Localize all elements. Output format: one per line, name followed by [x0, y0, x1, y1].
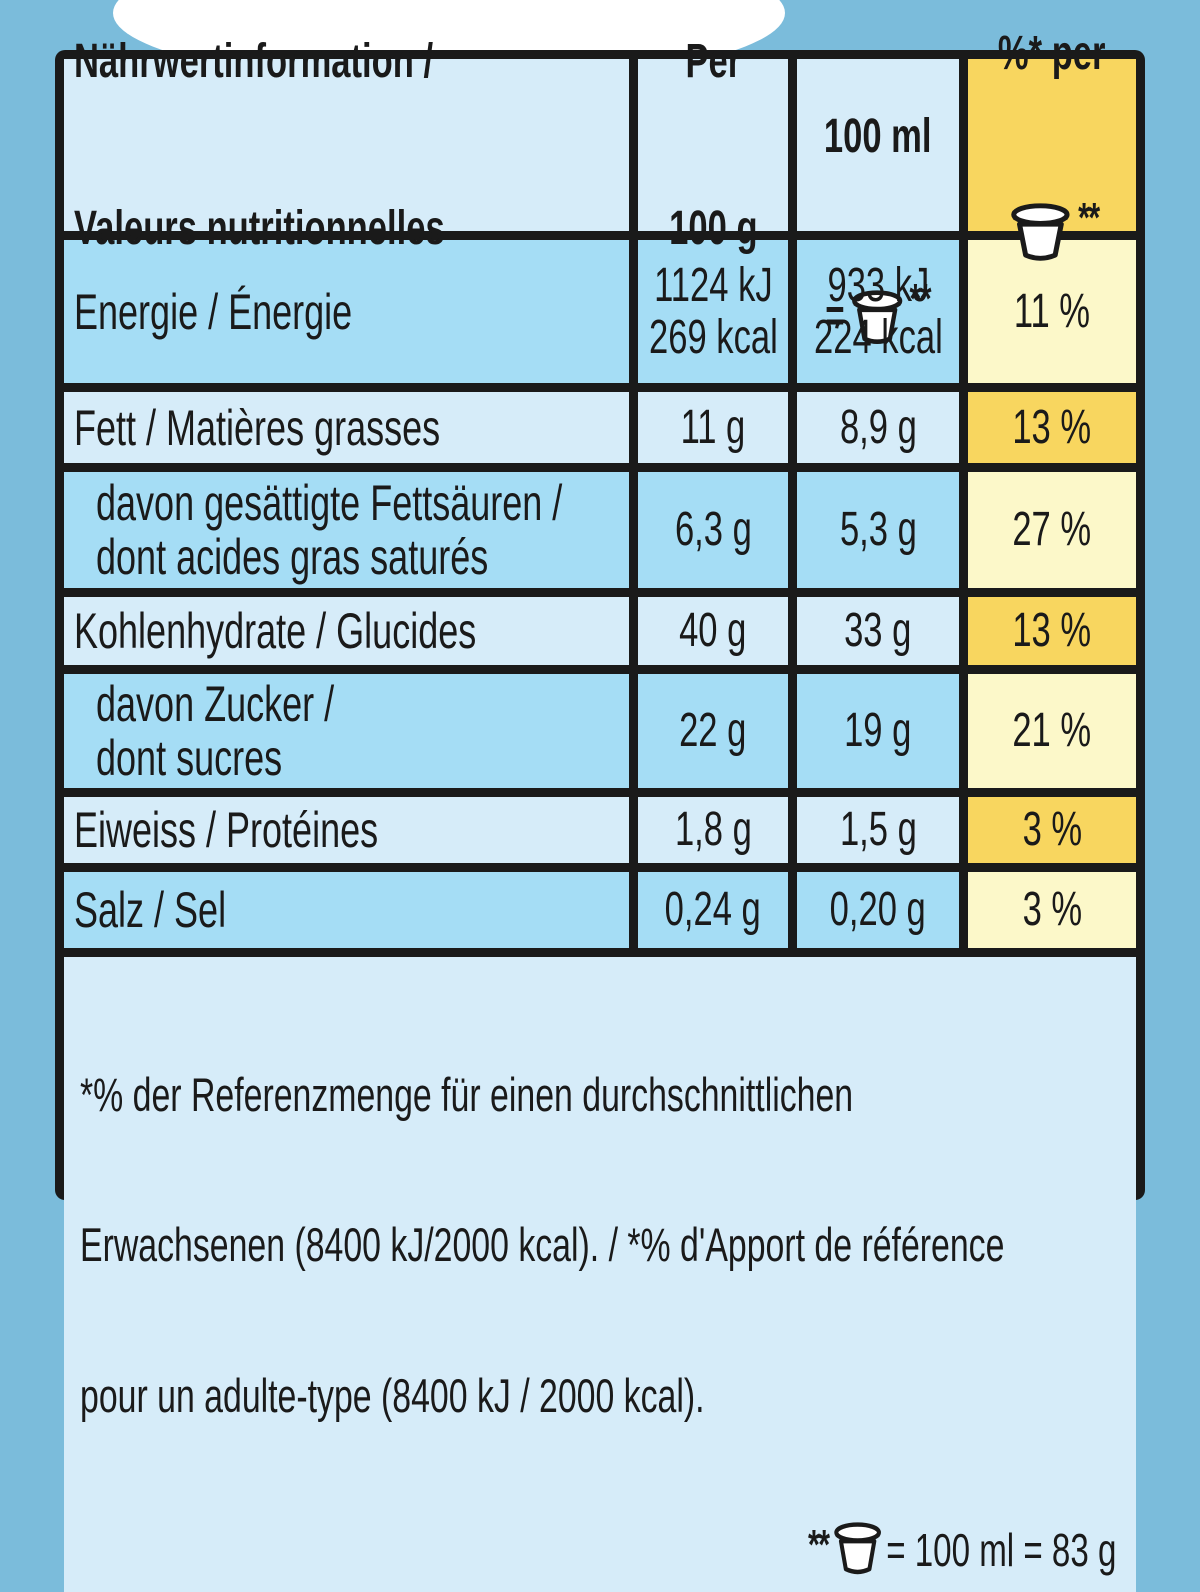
row-kohlenhydrate-per-100ml: 33 g [797, 597, 959, 665]
header-per-100g-cell: Per 100 g [638, 35, 788, 255]
row-energie-per-100g: 1124 kJ 269 kcal [638, 240, 788, 383]
footnote-cell: *% der Referenzmenge für einen durchschn… [64, 957, 1136, 1592]
row-salz-per-100ml: 0,20 g [797, 872, 959, 948]
row-eiweiss-label: Eiweiss / Protéines [64, 797, 629, 863]
header-percent-cell: %* per ** [968, 27, 1136, 261]
header-percent-label: %* per ** [998, 0, 1106, 376]
row-gesaettigte-fettsaeuren-per-100ml: 5,3 g [797, 472, 959, 588]
header-title-cell: Nährwertinformation / Valeurs nutritionn… [64, 35, 629, 255]
row-kohlenhydrate-label: Kohlenhydrate / Glucides [64, 597, 629, 665]
row-fett-per-100ml: 8,9 g [797, 392, 959, 463]
row-salz-label: Salz / Sel [64, 872, 629, 948]
row-salz-per-100g: 0,24 g [638, 872, 788, 948]
header-per-100ml-label: Per 100 ml = ** [824, 0, 932, 459]
row-fett-label: Fett / Matières grasses [64, 392, 629, 463]
package-label: Nährwertinformation / Valeurs nutritionn… [55, 0, 1145, 1592]
row-eiweiss-per-100g: 1,8 g [638, 797, 788, 863]
row-gesaettigte-fettsaeuren-label: davon gesättigte Fettsäuren / dont acides… [64, 472, 629, 588]
row-eiweiss-per-100ml: 1,5 g [797, 797, 959, 863]
reference-intake-note: *% der Referenzmenge für einen durchschn… [80, 1067, 1005, 1423]
row-fett-per-100g: 11 g [638, 392, 788, 463]
row-fett-percent: 13 % [968, 392, 1136, 463]
yogurt-cup-icon [1011, 202, 1071, 261]
row-salz-percent: 3 % [968, 872, 1136, 948]
row-energie-label: Energie / Énergie [64, 240, 629, 383]
header-per-100ml-cell: Per 100 ml = ** [797, 59, 959, 345]
row-kohlenhydrate-per-100g: 40 g [638, 597, 788, 665]
double-asterisk: ** [909, 275, 932, 323]
equals-sign: = [825, 289, 845, 342]
header-per-100g-label: Per 100 g [668, 34, 758, 255]
row-zucker-label: davon Zucker / dont sucres [64, 674, 629, 788]
double-asterisk: ** [1078, 193, 1100, 241]
row-zucker-per-100ml: 19 g [797, 674, 959, 788]
yogurt-cup-icon [852, 290, 903, 345]
yogurt-cup-icon [833, 1522, 881, 1575]
row-zucker-percent: 21 % [968, 674, 1136, 788]
cup-equivalence-note: ** = 100 ml = 83 g [808, 1522, 1116, 1578]
row-eiweiss-percent: 3 % [968, 797, 1136, 863]
row-kohlenhydrate-percent: 13 % [968, 597, 1136, 665]
row-energie-percent: 11 % [968, 240, 1136, 383]
row-gesaettigte-fettsaeuren-percent: 27 % [968, 472, 1136, 588]
row-energie-per-100ml: 933 kJ 224 kcal [797, 240, 959, 383]
table-title: Nährwertinformation / Valeurs nutritionn… [74, 34, 445, 255]
row-gesaettigte-fettsaeuren-per-100g: 6,3 g [638, 472, 788, 588]
cup-equivalence-text: = 100 ml = 83 g [885, 1524, 1116, 1577]
double-asterisk: ** [807, 1521, 830, 1569]
row-zucker-per-100g: 22 g [638, 674, 788, 788]
nutrition-table: Nährwertinformation / Valeurs nutritionn… [55, 27, 1145, 1592]
